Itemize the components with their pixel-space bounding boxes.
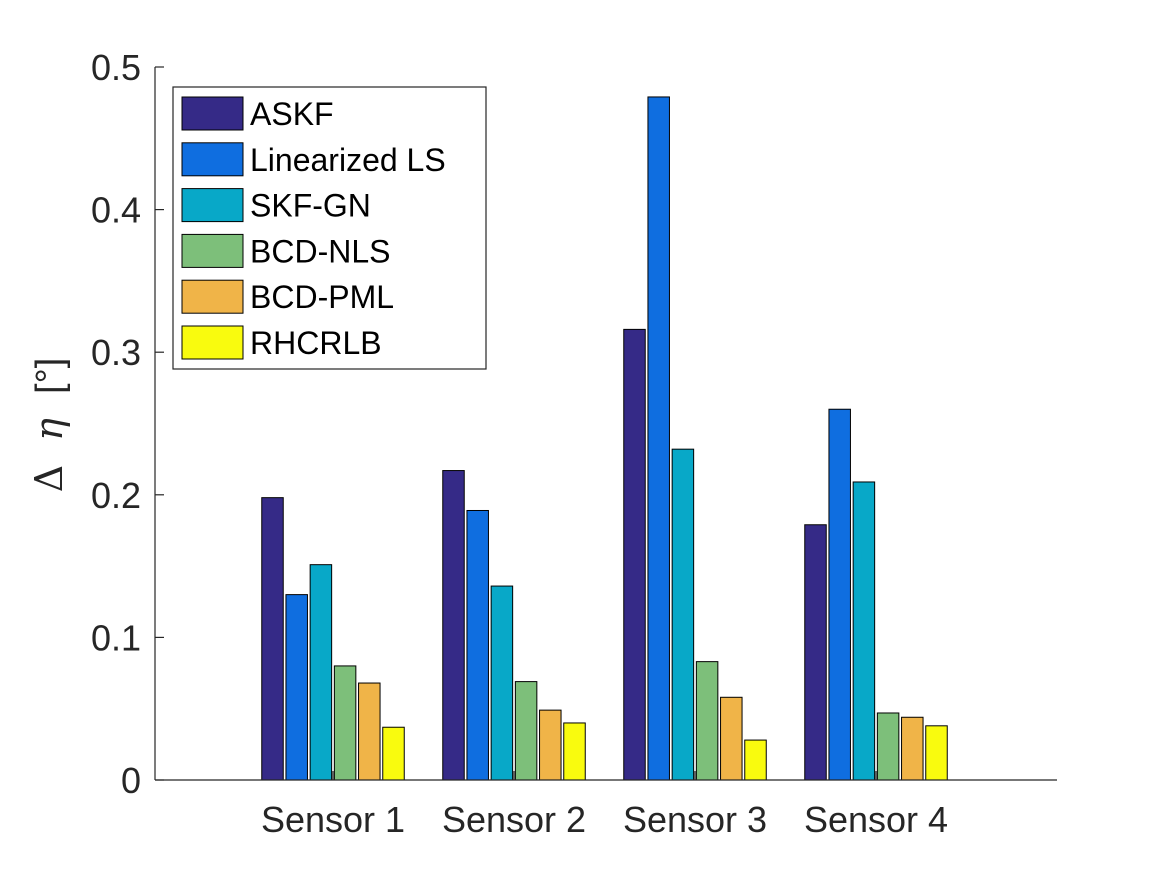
x-tick-label: Sensor 2 xyxy=(442,799,586,840)
bar-rhcrlb-sensor-1 xyxy=(382,726,405,781)
bar-rhcrlb-sensor-2 xyxy=(563,722,586,781)
legend: ASKF Linearized LS SKF-GN BCD-NLS BCD-PML RHC… xyxy=(172,86,487,370)
bar-bcd-pml-sensor-1 xyxy=(358,682,381,781)
y-tick-label: 0 xyxy=(121,760,141,801)
x-tick-label: Sensor 3 xyxy=(623,799,767,840)
x-ticks-group: Sensor 1 Sensor 2 Sensor 3 Sensor 4 xyxy=(261,771,948,840)
bar-skf-gn-sensor-2 xyxy=(490,585,514,781)
y-tick-label: 0.1 xyxy=(91,617,141,658)
y-tick-label: 0.5 xyxy=(91,47,141,88)
y-axis-label-delta: Δ xyxy=(27,465,71,492)
y-tick-label: 0.2 xyxy=(91,475,141,516)
legend-label: SKF-GN xyxy=(250,188,371,224)
legend-label: RHCRLB xyxy=(250,325,382,361)
bar-linearized-ls-sensor-1 xyxy=(285,594,308,781)
axes-group xyxy=(154,67,1057,781)
bar-bcd-nls-sensor-3 xyxy=(695,661,719,781)
bar-rhcrlb-sensor-3 xyxy=(744,739,767,781)
legend-label: BCD-PML xyxy=(250,279,394,315)
legend-swatch xyxy=(181,96,244,131)
bar-bcd-pml-sensor-2 xyxy=(539,709,562,781)
y-tick-label: 0.4 xyxy=(91,190,141,231)
bar-askf-sensor-2 xyxy=(442,470,465,781)
legend-label: ASKF xyxy=(250,96,334,132)
y-axis-label-eta: η xyxy=(27,418,71,441)
bar-rhcrlb-sensor-4 xyxy=(925,725,948,781)
legend-swatch xyxy=(181,188,244,223)
y-tick-label: 0.3 xyxy=(91,332,141,373)
legend-label: BCD-NLS xyxy=(250,233,390,269)
bar-linearized-ls-sensor-2 xyxy=(466,509,489,781)
legend-box xyxy=(172,86,487,370)
bar-linearized-ls-sensor-4 xyxy=(828,408,851,781)
x-tick-label: Sensor 1 xyxy=(261,799,405,840)
bar-bcd-nls-sensor-1 xyxy=(333,665,357,781)
y-ticks-group: 0 0.1 0.2 0.3 0.4 0.5 xyxy=(91,47,164,801)
legend-swatch xyxy=(181,142,244,177)
bar-askf-sensor-4 xyxy=(804,524,827,781)
x-tick-label: Sensor 4 xyxy=(804,799,948,840)
legend-swatch xyxy=(181,279,244,314)
y-axis-label: Δ η [°] xyxy=(27,358,71,493)
bar-linearized-ls-sensor-3 xyxy=(647,96,670,781)
bar-skf-gn-sensor-3 xyxy=(671,448,695,781)
legend-swatch xyxy=(181,325,244,360)
bar-askf-sensor-3 xyxy=(623,328,646,781)
bar-askf-sensor-1 xyxy=(261,497,284,781)
bar-bcd-pml-sensor-4 xyxy=(901,716,924,781)
bars-group xyxy=(261,96,948,781)
legend-swatch xyxy=(181,233,244,268)
bar-bcd-pml-sensor-3 xyxy=(720,696,743,781)
bar-skf-gn-sensor-1 xyxy=(309,564,333,781)
legend-label: Linearized LS xyxy=(250,142,446,178)
bar-bcd-nls-sensor-2 xyxy=(514,681,538,781)
bar-bcd-nls-sensor-4 xyxy=(876,712,900,781)
bar-skf-gn-sensor-4 xyxy=(852,481,876,781)
y-axis-label-unit: [°] xyxy=(29,358,71,394)
